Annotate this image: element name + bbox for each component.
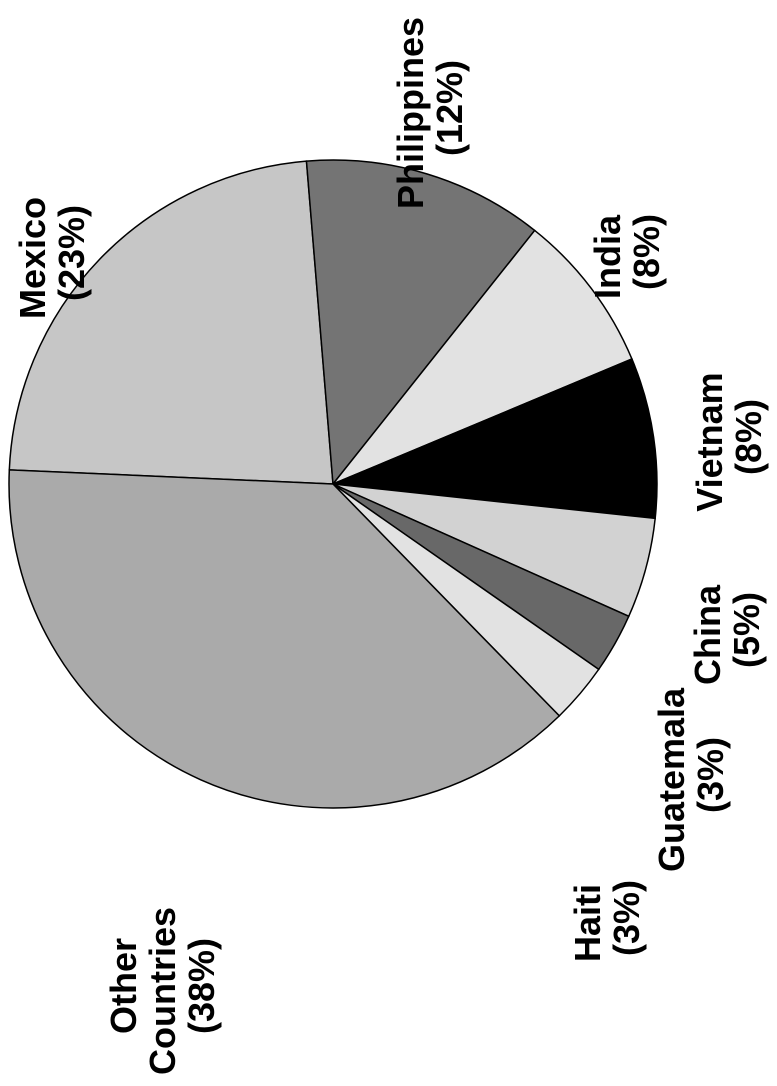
slice-india [332,229,633,485]
label-other-countries-line1: Other [103,938,144,1034]
label-china: China (5%) [687,575,767,685]
label-vietnam: Vietnam (8%) [689,362,769,511]
label-haiti: Haiti (3%) [567,874,647,962]
pie-slices [8,159,658,809]
label-mexico: Mexico (23%) [12,187,92,319]
slice-philippines [305,159,536,486]
pie-labels: Mexico (23%) Philippines (12%) India (8%… [12,7,769,1075]
label-guatemala: Guatemala (3%) [651,678,731,872]
slice-vietnam [332,357,658,520]
label-other-countries: OtherCountries (38%) [103,897,222,1075]
label-philippines: Philippines (12%) [390,7,470,209]
slice-other-countries [8,469,561,809]
slice-mexico [8,160,334,485]
label-other-countries-line2: Countries [142,907,183,1075]
label-india: India (8%) [587,205,667,299]
